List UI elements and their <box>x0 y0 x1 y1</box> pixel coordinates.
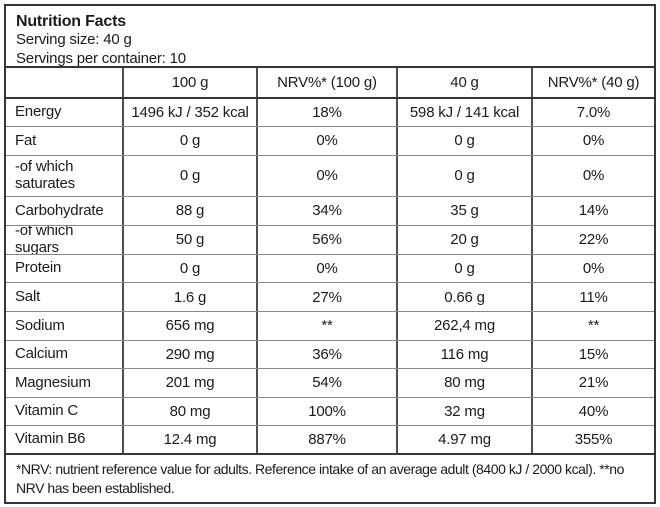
value-100g: 0 g <box>124 254 258 283</box>
value-100g: 290 mg <box>124 340 258 369</box>
serving-size-text: Serving size: 40 g <box>16 31 132 48</box>
nutrient-label: Sodium <box>6 311 124 340</box>
col-header-nrv-40g: NRV%* (40 g) <box>547 73 640 91</box>
nutrient-label: Vitamin C <box>6 397 124 426</box>
nutrient-label: Calcium <box>6 340 124 369</box>
value-100g: 12.4 mg <box>124 426 258 453</box>
nutrient-label: Energy <box>6 98 124 127</box>
nutrient-row-sugars: -of which sugars 50 g 56% 20 g 22% <box>6 225 654 255</box>
column-header-row: 100 g NRV%* (100 g) 40 g NRV%* (40 g) <box>6 68 654 99</box>
nutrient-row-vitamin-b6: Vitamin B6 12.4 mg 887% 4.97 mg 355% <box>6 426 654 455</box>
col-header-blank <box>6 68 124 97</box>
value-40g: 32 mg <box>398 397 533 426</box>
label-title: Nutrition Facts <box>16 13 126 30</box>
value-40g: 4.97 mg <box>398 426 533 453</box>
nrv-100g: 0% <box>258 127 398 155</box>
nrv-40g: 40% <box>578 403 609 421</box>
nrv-40g: 14% <box>578 202 609 220</box>
nrv-100g: 0% <box>258 155 398 197</box>
nutrient-label: -of which saturates <box>6 155 124 197</box>
nrv-40g: 355% <box>574 431 613 449</box>
nrv-100g: 54% <box>258 369 398 397</box>
value-100g: 656 mg <box>124 311 258 340</box>
label-header: Nutrition Facts Serving size: 40 g Servi… <box>6 6 654 68</box>
nutrient-row-carbohydrate: Carbohydrate 88 g 34% 35 g 14% <box>6 197 654 226</box>
nutrient-label: Vitamin B6 <box>6 426 124 453</box>
nrv-40g: 0% <box>582 260 605 278</box>
value-100g: 1.6 g <box>124 283 258 311</box>
value-100g: 201 mg <box>124 369 258 397</box>
nrv-40g: 15% <box>578 345 609 363</box>
value-40g: 598 kJ / 141 kcal <box>398 98 533 127</box>
value-40g: 0 g <box>398 254 533 283</box>
nrv-100g: 18% <box>258 98 398 127</box>
nrv-40g: ** <box>587 317 600 335</box>
col-header-nrv-100g: NRV%* (100 g) <box>258 68 398 97</box>
nutrient-row-calcium: Calcium 290 mg 36% 116 mg 15% <box>6 340 654 370</box>
nutrient-row-fat: Fat 0 g 0% 0 g 0% <box>6 127 654 156</box>
nutrient-row-vitamin-c: Vitamin C 80 mg 100% 32 mg 40% <box>6 397 654 427</box>
value-100g: 0 g <box>124 155 258 197</box>
value-100g: 0 g <box>124 127 258 155</box>
nrv-100g: 27% <box>258 283 398 311</box>
value-40g: 0.66 g <box>398 283 533 311</box>
nrv-100g: 36% <box>258 340 398 369</box>
nutrient-label: -of which sugars <box>6 225 124 254</box>
nrv-40g: 7.0% <box>576 103 611 121</box>
servings-per-container-text: Servings per container: 10 <box>16 49 186 67</box>
nutrient-row-protein: Protein 0 g 0% 0 g 0% <box>6 254 654 284</box>
nrv-40g: 21% <box>578 374 609 392</box>
nutrient-row-magnesium: Magnesium 201 mg 54% 80 mg 21% <box>6 369 654 398</box>
value-40g: 0 g <box>398 127 533 155</box>
nutrient-row-sodium: Sodium 656 mg ** 262,4 mg ** <box>6 311 654 341</box>
nrv-100g: 34% <box>258 197 398 225</box>
nutrient-label: Protein <box>6 254 124 283</box>
nutrient-row-salt: Salt 1.6 g 27% 0.66 g 11% <box>6 283 654 312</box>
nutrient-row-saturates: -of which saturates 0 g 0% 0 g 0% <box>6 155 654 198</box>
col-header-40g: 40 g <box>398 68 533 97</box>
nutrient-label: Carbohydrate <box>6 197 124 225</box>
nutrient-label: Fat <box>6 127 124 155</box>
value-40g: 35 g <box>398 197 533 225</box>
value-40g: 0 g <box>398 155 533 197</box>
value-100g: 80 mg <box>124 397 258 426</box>
value-100g: 88 g <box>124 197 258 225</box>
nrv-40g: 22% <box>578 231 609 249</box>
nrv-100g: ** <box>258 311 398 340</box>
value-40g: 80 mg <box>398 369 533 397</box>
nrv-100g: 100% <box>258 397 398 426</box>
nrv-footnote: *NRV: nutrient reference value for adult… <box>16 460 624 496</box>
value-40g: 20 g <box>398 225 533 254</box>
nrv-40g: 11% <box>579 288 608 306</box>
nutrition-facts-label: Nutrition Facts Serving size: 40 g Servi… <box>4 4 656 504</box>
value-40g: 262,4 mg <box>398 311 533 340</box>
nrv-40g: 0% <box>582 167 605 185</box>
nrv-100g: 56% <box>258 225 398 254</box>
col-header-100g: 100 g <box>124 68 258 97</box>
nrv-40g: 0% <box>582 132 605 150</box>
nutrient-label: Magnesium <box>6 369 124 397</box>
nrv-100g: 0% <box>258 254 398 283</box>
nutrient-label: Salt <box>6 283 124 311</box>
nrv-100g: 887% <box>258 426 398 453</box>
value-100g: 50 g <box>124 225 258 254</box>
value-40g: 116 mg <box>398 340 533 369</box>
nutrient-row-energy: Energy 1496 kJ / 352 kcal 18% 598 kJ / 1… <box>6 98 654 128</box>
value-100g: 1496 kJ / 352 kcal <box>124 98 258 127</box>
